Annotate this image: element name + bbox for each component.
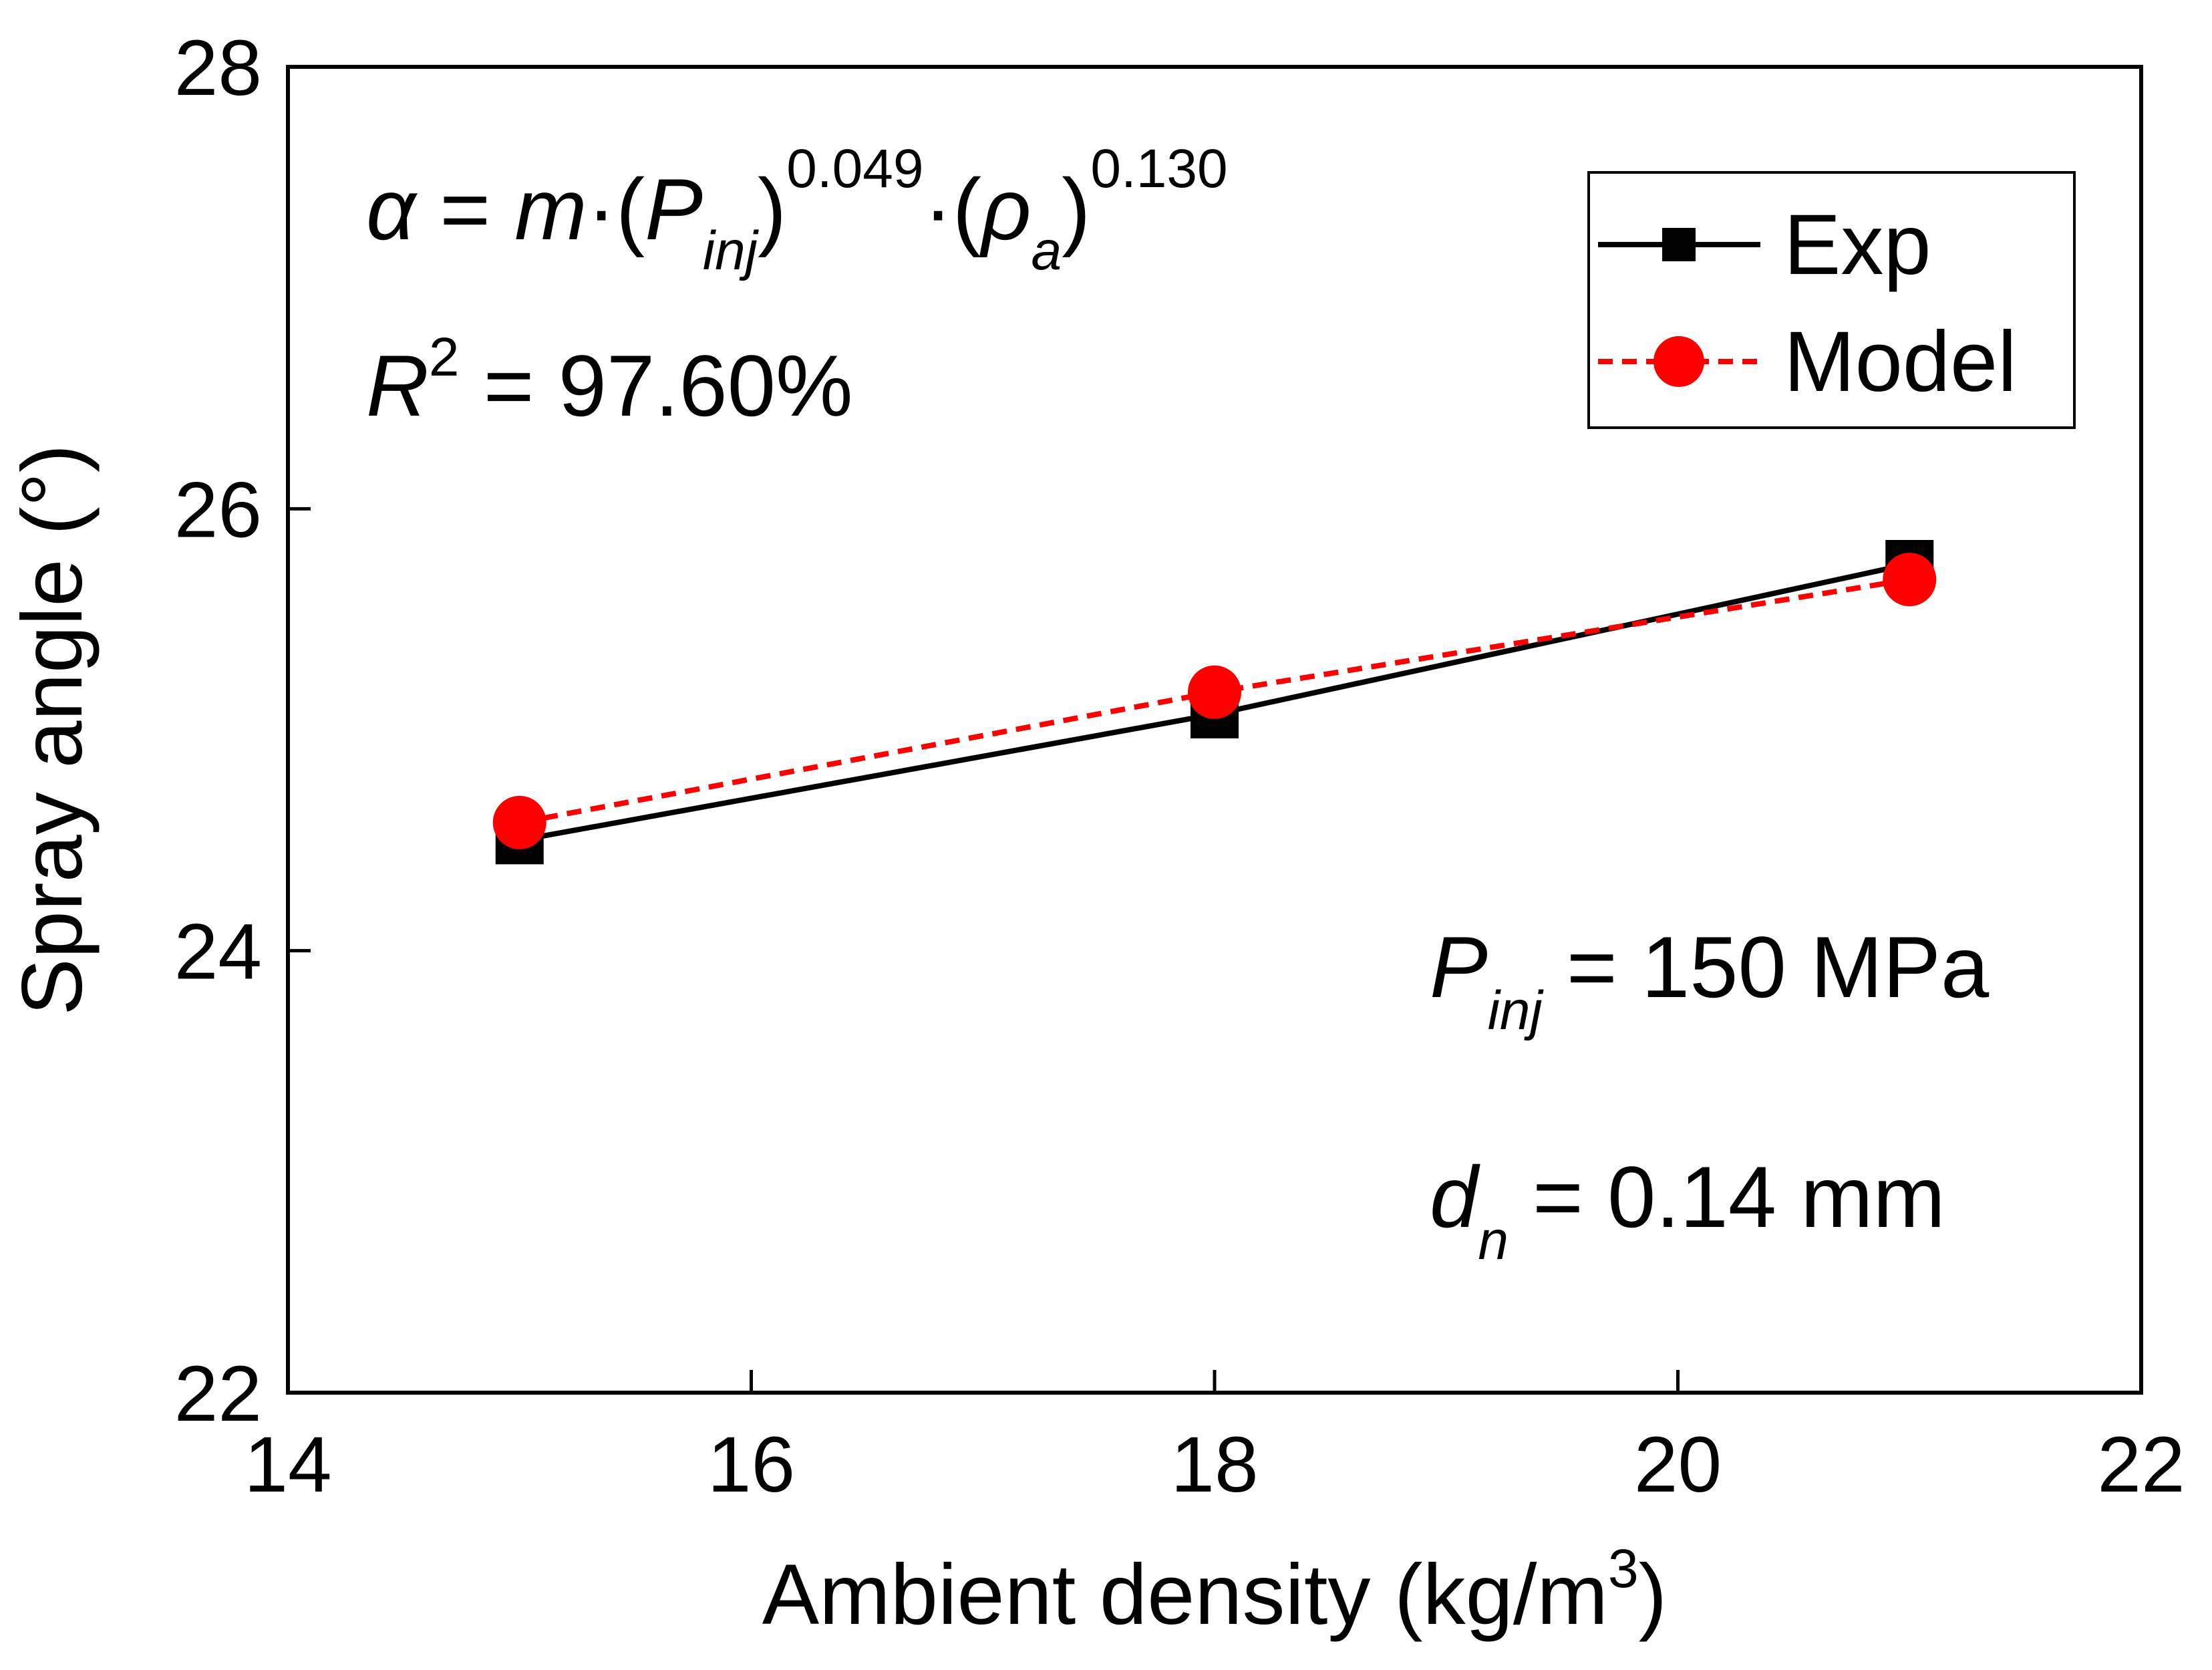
r2-r: R: [366, 337, 429, 434]
r2-rest: = 97.60%: [460, 337, 853, 434]
formula-annotation: α = m·(Pinj)0.049·(ρa)0.130: [366, 138, 1228, 281]
formula-exp1: 0.049: [786, 138, 923, 199]
series-layer: [492, 540, 1937, 865]
x-tick-label: 16: [707, 1421, 795, 1509]
x-tick-label: 22: [2097, 1421, 2185, 1509]
dn-sub: n: [1478, 1210, 1509, 1271]
y-axis-ticks: 22 24 26 28: [174, 24, 311, 1438]
x-tick-label: 20: [1634, 1421, 1722, 1509]
y-tick-label: 24: [174, 908, 262, 996]
y-tick-label: 22: [174, 1350, 262, 1438]
pinj-p: P: [1430, 918, 1488, 1016]
legend-exp-label: Exp: [1784, 197, 1931, 293]
formula-rho: ρ: [979, 160, 1031, 258]
legend-model-marker: [1653, 336, 1704, 387]
y-tick-label: 28: [174, 24, 262, 112]
model-point: [492, 795, 546, 849]
formula-close2: ): [1062, 160, 1090, 258]
dn-d: d: [1430, 1148, 1480, 1246]
formula-p: P: [645, 160, 703, 258]
y-axis-title: Spray angle (°): [5, 444, 100, 1015]
formula-dot1: ·(: [587, 160, 645, 258]
formula-eq: =: [416, 160, 514, 258]
model-point: [1883, 553, 1937, 607]
x-axis-ticks: 14 16 18 20 22: [244, 1370, 2185, 1509]
formula-m: m: [514, 160, 587, 258]
formula-alpha: α: [366, 160, 418, 258]
x-axis-title-end: ): [1639, 1547, 1668, 1643]
x-axis-title: Ambient density (kg/m3): [762, 1538, 1667, 1643]
r2-sup: 2: [429, 327, 460, 388]
x-axis-title-sup: 3: [1608, 1538, 1639, 1599]
formula-rho-sub: a: [1032, 221, 1062, 281]
x-axis-title-main: Ambient density (kg/m: [762, 1547, 1608, 1643]
r-squared-annotation: R2 = 97.60%: [366, 327, 853, 434]
model-point: [1188, 665, 1241, 719]
formula-close1: ): [758, 160, 786, 258]
formula-p-sub: inj: [703, 221, 760, 281]
formula-dot2: ·(: [923, 160, 981, 258]
y-tick-label: 26: [174, 466, 262, 554]
legend: Exp Model: [1587, 171, 2076, 429]
injection-pressure-annotation: Pinj = 150 MPa: [1430, 918, 1990, 1041]
pinj-rest: = 150 MPa: [1543, 918, 1990, 1016]
formula-exp2: 0.130: [1090, 138, 1227, 199]
x-tick-label: 18: [1170, 1421, 1258, 1509]
dn-rest: = 0.14 mm: [1509, 1148, 1945, 1246]
legend-model-label: Model: [1784, 314, 2017, 410]
x-tick-label: 14: [244, 1421, 331, 1509]
legend-exp-marker: [1662, 228, 1696, 261]
nozzle-diameter-annotation: dn = 0.14 mm: [1430, 1148, 1945, 1271]
pinj-sub: inj: [1488, 980, 1545, 1041]
